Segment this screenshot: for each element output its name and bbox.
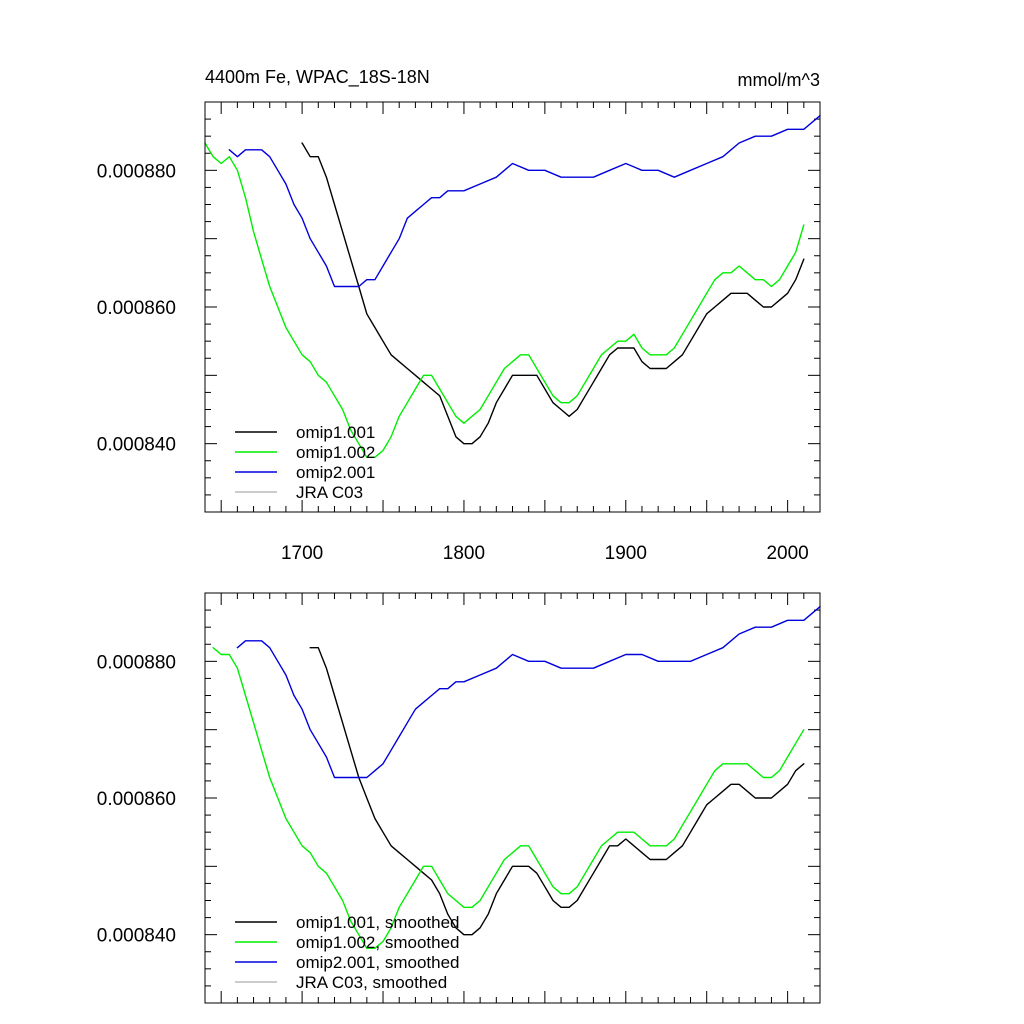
top-chart-title: 4400m Fe, WPAC_18S-18N [205,67,430,88]
series-line-omip2-001-smoothed [236,606,821,779]
legend-label-omip1-001: omip1.001 [296,423,375,442]
y-tick-label: 0.000840 [97,926,176,947]
y-tick-label: 0.000860 [97,789,176,810]
top-ticks [204,101,821,513]
legend-label-jra-c03-smoothed: JRA C03, smoothed [296,973,447,992]
legend-label-omip2-001-smoothed: omip2.001, smoothed [296,953,460,972]
top-tick-labels: 1700 1800 1900 2000 0.000840 0.000860 0.000880 [97,161,809,564]
series-line-omip1-002-smoothed [212,647,805,949]
legend-label-omip2-001: omip2.001 [296,463,375,482]
bottom-series [212,606,821,949]
x-tick-label: 1800 [443,543,485,564]
series-line-omip1-001-smoothed [309,647,805,936]
top-series [204,115,821,458]
top-chart-units: mmol/m^3 [738,70,820,90]
x-tick-label: 1900 [605,543,647,564]
bottom-ticks [204,592,821,1004]
top-panel: 4400m Fe, WPAC_18S-18N mmol/m^3 1700 1800… [97,67,821,564]
y-tick-label: 0.000860 [97,298,176,319]
y-tick-label: 0.000880 [97,161,176,182]
top-plot-frame [204,101,821,513]
bottom-tick-labels: 0.000840 0.000860 0.000880 [97,652,176,946]
x-tick-label: 2000 [766,543,808,564]
y-tick-label: 0.000840 [97,435,176,456]
series-line-omip1-001 [301,142,805,445]
bottom-plot-frame [204,592,821,1004]
x-tick-label: 1700 [281,543,323,564]
legend-label-omip1-002-smoothed: omip1.002, smoothed [296,933,460,952]
legend-label-omip1-001-smoothed: omip1.001, smoothed [296,913,460,932]
legend-label-omip1-002: omip1.002 [296,443,375,462]
series-line-omip2-001 [228,115,821,288]
y-tick-label: 0.000880 [97,652,176,673]
series-line-omip1-002 [204,142,805,458]
legend-label-jra-c03: JRA C03 [296,483,363,502]
bottom-panel: 0.000840 0.000860 0.000880 omip1.001, smoo… [97,592,821,1004]
